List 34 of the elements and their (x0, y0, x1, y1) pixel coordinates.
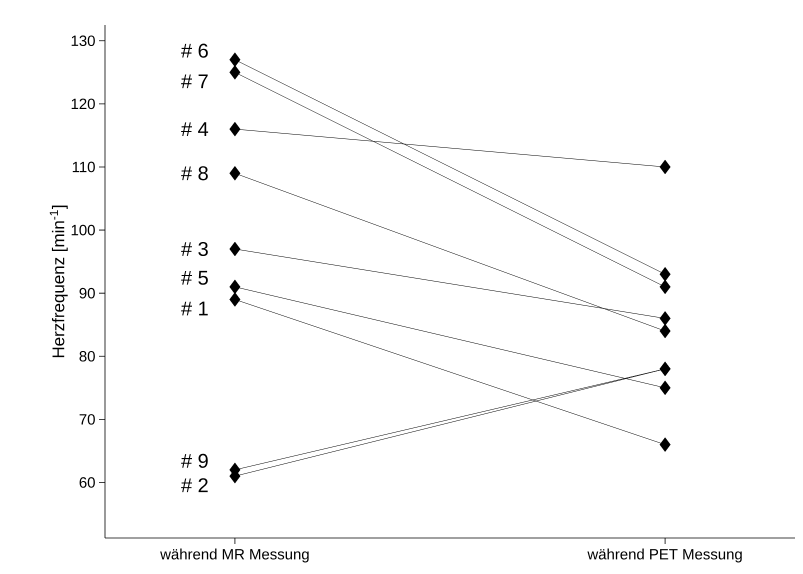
point (660, 437, 671, 452)
y-tick-label: 100 (72, 224, 95, 236)
y-tick-label: 90 (80, 288, 95, 298)
y-tick-label: 60 (80, 477, 95, 488)
point (229, 292, 240, 307)
point (229, 65, 240, 80)
point (660, 160, 671, 174)
y-axis-title: Herzfrequenz [min$^{-1}$] (50, 206, 68, 358)
annotation: # 6 (181, 44, 208, 58)
annotation: # 2 (181, 478, 208, 492)
point (229, 166, 240, 181)
point (660, 380, 671, 396)
annotation: # 8 (181, 166, 208, 180)
x-tick-label: während PET Messung (587, 548, 742, 562)
annotation: # 1 (181, 302, 208, 316)
point (660, 324, 671, 338)
annotation: # 5 (181, 270, 208, 285)
annotation: # 4 (181, 122, 208, 136)
y-tick-label: 80 (80, 350, 95, 362)
y-tick-label: 120 (72, 98, 95, 110)
point (229, 242, 240, 256)
point (229, 52, 240, 67)
x-tick-label: während MR Messung (160, 548, 309, 562)
point (660, 266, 671, 282)
y-tick-label: 110 (72, 162, 95, 172)
point (229, 280, 240, 294)
annotation: # 3 (181, 242, 208, 256)
annotation: # 7 (181, 74, 208, 88)
y-tick-label: 70 (80, 414, 95, 425)
point (660, 280, 671, 294)
y-tick-label: 130 (72, 35, 95, 46)
annotation: # 9 (181, 454, 208, 468)
point (660, 311, 671, 326)
point (229, 122, 240, 136)
